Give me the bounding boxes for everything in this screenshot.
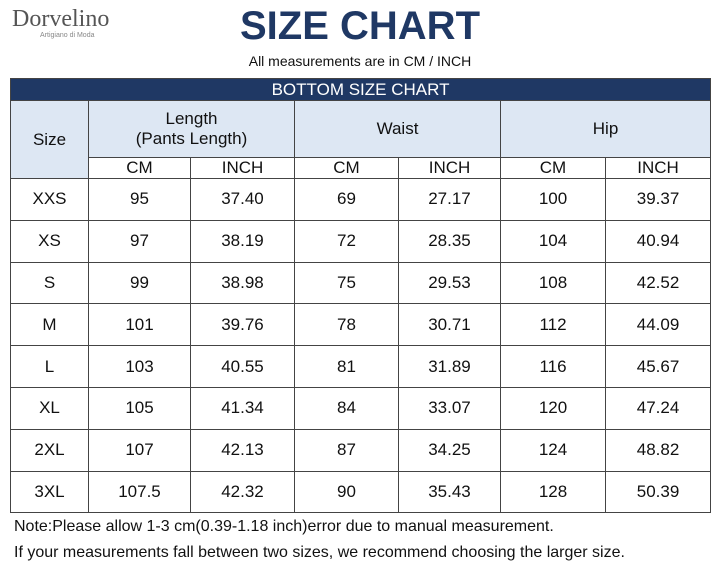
cell: 103	[88, 345, 191, 388]
data-row: 2XL 107 42.13 87 34.25 124 48.82	[10, 428, 712, 472]
data-row: L 103 40.55 81 31.89 116 45.67	[10, 345, 712, 388]
cell: 39.37	[604, 178, 712, 221]
cell: 100	[500, 178, 606, 221]
cell: 33.07	[398, 386, 501, 430]
size-cell: S	[10, 261, 89, 305]
caption: BOTTOM SIZE CHART	[9, 78, 712, 101]
cell: 101	[88, 303, 191, 347]
size-cell: 3XL	[10, 470, 89, 514]
cell: 48.82	[604, 428, 712, 472]
unit-header: INCH	[190, 157, 295, 179]
group-row: Size Length (Pants Length) Waist Hip	[10, 100, 712, 179]
cell: 116	[500, 345, 606, 388]
cell: 42.32	[190, 470, 295, 514]
unit-header: INCH	[398, 157, 501, 179]
tagline: Artigiano di Moda	[40, 32, 95, 39]
cell: 40.94	[604, 219, 712, 263]
size-cell: XXS	[10, 178, 89, 221]
cell: 31.89	[398, 345, 501, 388]
cell: 87	[294, 428, 399, 472]
notes: Note:Please allow 1-3 cm(0.39-1.18 inch)…	[14, 514, 714, 566]
note: If your measurements fall between two si…	[14, 544, 625, 561]
data-row: S 99 38.98 75 29.53 108 42.52	[10, 261, 712, 305]
unit-header: INCH	[604, 157, 712, 179]
unit-header: CM	[294, 157, 399, 179]
cell: 41.34	[190, 386, 295, 430]
cell: 72	[294, 219, 399, 263]
cell: 104	[500, 219, 606, 263]
cell: 120	[500, 386, 606, 430]
cell: 42.13	[190, 428, 295, 472]
data-row: XL 105 41.34 84 33.07 120 47.24	[10, 386, 712, 430]
cell: 44.09	[604, 303, 712, 347]
cell: 99	[88, 261, 191, 305]
size-cell: L	[10, 345, 89, 388]
cell: 75	[294, 261, 399, 305]
cell: 34.25	[398, 428, 501, 472]
group-header: Length (Pants Length)	[88, 100, 295, 158]
cell: 69	[294, 178, 399, 221]
size-cell: XS	[10, 219, 89, 263]
group-label: Hip	[592, 119, 619, 138]
size-header: Size	[10, 100, 89, 179]
group-label: (Pants Length)	[135, 129, 248, 148]
cell: 29.53	[398, 261, 501, 305]
brand: Dorvelino	[12, 6, 110, 32]
size-cell: 2XL	[10, 428, 89, 472]
cell: 30.71	[398, 303, 501, 347]
cell: 107	[88, 428, 191, 472]
caption-row: BOTTOM SIZE CHART	[9, 78, 712, 101]
cell: 78	[294, 303, 399, 347]
cell: 45.67	[604, 345, 712, 388]
cell: 38.19	[190, 219, 295, 263]
cell: 124	[500, 428, 606, 472]
cell: 27.17	[398, 178, 501, 221]
group-label: Waist	[376, 119, 419, 138]
subtitle: All measurements are in CM / INCH	[248, 53, 472, 69]
cell: 50.39	[604, 470, 712, 514]
group-header: Waist	[294, 100, 501, 158]
cell: 105	[88, 386, 191, 430]
data-row: M 101 39.76 78 30.71 112 44.09	[10, 303, 712, 347]
cell: 28.35	[398, 219, 501, 263]
cell: 39.76	[190, 303, 295, 347]
cell: 81	[294, 345, 399, 388]
cell: 108	[500, 261, 606, 305]
data-row: XS 97 38.19 72 28.35 104 40.94	[10, 219, 712, 263]
cell: 38.98	[190, 261, 295, 305]
cell: 47.24	[604, 386, 712, 430]
group-label: Length	[165, 109, 218, 128]
cell: 107.5	[88, 470, 191, 514]
group-header: Hip	[499, 100, 712, 158]
unit-header: CM	[88, 157, 191, 179]
cell: 112	[500, 303, 606, 347]
size-cell: XL	[10, 386, 89, 430]
cell: 97	[88, 219, 191, 263]
data-row: XXS 95 37.40 69 27.17 100 39.37	[10, 178, 712, 221]
cell: 35.43	[398, 470, 501, 514]
note: Note:Please allow 1-3 cm(0.39-1.18 inch)…	[14, 518, 554, 535]
data-row: 3XL 107.5 42.32 90 35.43 128 50.39	[10, 470, 712, 514]
unit-header: CM	[500, 157, 606, 179]
cell: 40.55	[190, 345, 295, 388]
size-table: BOTTOM SIZE CHART Size Length (Pants Length…	[9, 78, 712, 514]
cell: 42.52	[604, 261, 712, 305]
cell: 90	[294, 470, 399, 514]
cell: 95	[88, 178, 191, 221]
unit-row: CM INCH CM INCH CM INCH	[11, 157, 712, 179]
title: SIZE CHART	[240, 4, 480, 48]
cell: 84	[294, 386, 399, 430]
size-cell: M	[10, 303, 89, 347]
cell: 37.40	[190, 178, 295, 221]
cell: 128	[500, 470, 606, 514]
